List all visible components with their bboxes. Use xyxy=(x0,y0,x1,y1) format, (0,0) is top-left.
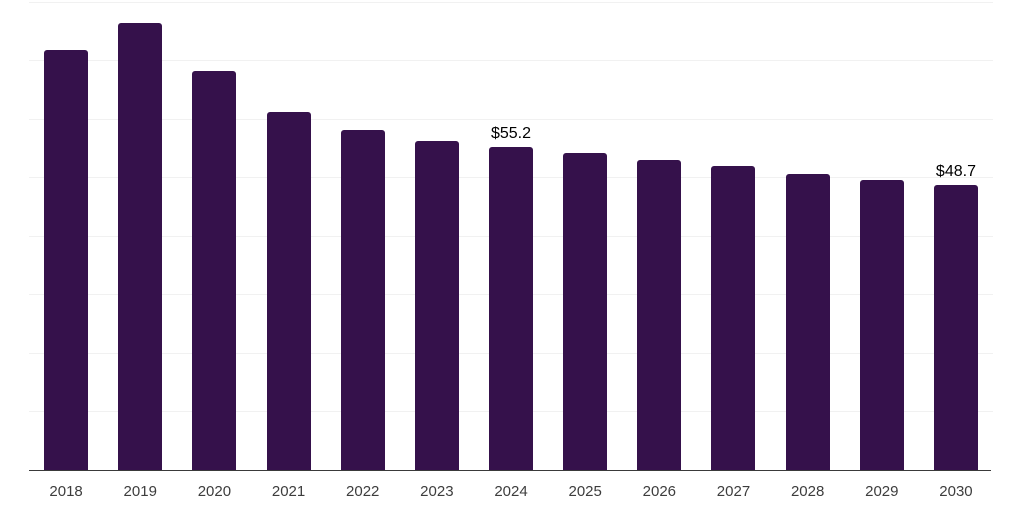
bar-2019 xyxy=(118,22,163,470)
x-axis-label-2029: 2029 xyxy=(865,483,899,500)
x-axis-label-2023: 2023 xyxy=(420,483,454,500)
bar-column xyxy=(845,0,919,470)
bar-2026 xyxy=(637,160,682,470)
x-axis-label-2030: 2030 xyxy=(939,483,973,500)
x-axis-label-2028: 2028 xyxy=(790,483,825,500)
bar-column xyxy=(29,0,103,470)
bar-2020 xyxy=(192,71,237,470)
bar-2029 xyxy=(859,180,904,470)
gridline xyxy=(29,1,993,3)
bar-2024 xyxy=(489,146,534,470)
bar-2018 xyxy=(44,50,89,470)
gridline xyxy=(29,118,993,120)
x-axis-label-2020: 2020 xyxy=(197,483,232,500)
bar-column: $48.7 xyxy=(919,0,993,470)
bar-column xyxy=(696,0,770,470)
x-axis-label-2021: 2021 xyxy=(271,483,306,500)
gridline xyxy=(29,60,993,62)
bar-column xyxy=(548,0,622,470)
bar-2027 xyxy=(711,166,756,470)
bar-value-label: $48.7 xyxy=(935,162,976,180)
bar-column xyxy=(400,0,474,470)
bar-column xyxy=(177,0,251,470)
bars-row: $55.2 $48.7 xyxy=(29,0,993,470)
bar-value-label: $55.2 xyxy=(490,124,532,142)
x-axis-label-2027: 2027 xyxy=(716,483,751,500)
x-axis-line xyxy=(29,469,991,471)
x-axis-label-2024: 2024 xyxy=(494,483,528,500)
bar-2025 xyxy=(563,153,608,470)
bar-column xyxy=(622,0,696,470)
x-axis-label-2019: 2019 xyxy=(123,483,157,500)
bar-column xyxy=(251,0,325,470)
plot-area: $55.2 $48.7 xyxy=(29,0,993,471)
x-axis-labels: 2018 2019 2020 2021 2022 2023 2024 2025 2026 2027… xyxy=(29,484,993,499)
bar-column xyxy=(771,0,845,470)
x-axis-label-2025: 2025 xyxy=(568,483,602,500)
bar-2030 xyxy=(933,184,978,470)
bar-2022 xyxy=(340,129,385,470)
x-axis-label-2018: 2018 xyxy=(49,483,83,500)
bar-column xyxy=(103,0,177,470)
bar-2023 xyxy=(414,140,459,470)
bar-column: $55.2 xyxy=(474,0,548,470)
bar-2028 xyxy=(785,173,830,470)
x-axis-label-2026: 2026 xyxy=(642,483,677,500)
bar-2021 xyxy=(266,112,311,470)
x-axis-label-2022: 2022 xyxy=(346,483,380,500)
bar-column xyxy=(326,0,400,470)
